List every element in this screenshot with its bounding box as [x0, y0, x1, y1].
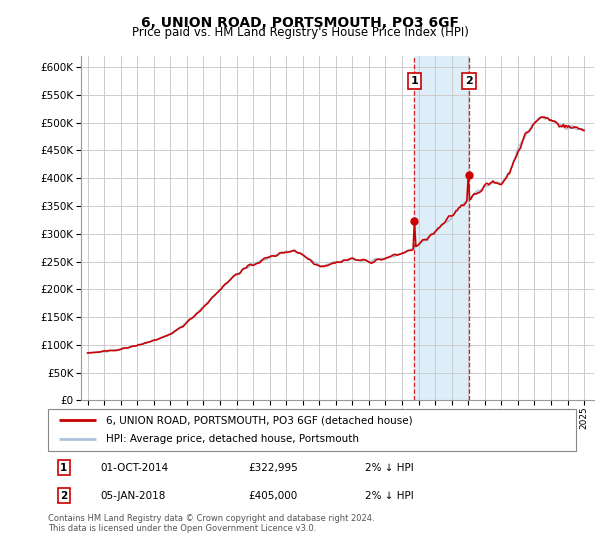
- Text: HPI: Average price, detached house, Portsmouth: HPI: Average price, detached house, Port…: [106, 435, 359, 445]
- Text: Contains HM Land Registry data © Crown copyright and database right 2024.
This d: Contains HM Land Registry data © Crown c…: [48, 514, 374, 534]
- Text: 6, UNION ROAD, PORTSMOUTH, PO3 6GF (detached house): 6, UNION ROAD, PORTSMOUTH, PO3 6GF (deta…: [106, 415, 413, 425]
- Text: 2: 2: [60, 491, 67, 501]
- Text: 2% ↓ HPI: 2% ↓ HPI: [365, 491, 413, 501]
- Text: Price paid vs. HM Land Registry's House Price Index (HPI): Price paid vs. HM Land Registry's House …: [131, 26, 469, 39]
- Text: 6, UNION ROAD, PORTSMOUTH, PO3 6GF: 6, UNION ROAD, PORTSMOUTH, PO3 6GF: [141, 16, 459, 30]
- Text: 05-JAN-2018: 05-JAN-2018: [101, 491, 166, 501]
- Text: 2: 2: [465, 76, 473, 86]
- Bar: [415, 56, 469, 400]
- Text: £405,000: £405,000: [248, 491, 298, 501]
- Text: 1: 1: [410, 76, 418, 86]
- Text: 01-OCT-2014: 01-OCT-2014: [101, 463, 169, 473]
- Text: 1: 1: [60, 463, 67, 473]
- FancyBboxPatch shape: [48, 409, 576, 451]
- Text: £322,995: £322,995: [248, 463, 298, 473]
- Text: 2% ↓ HPI: 2% ↓ HPI: [365, 463, 413, 473]
